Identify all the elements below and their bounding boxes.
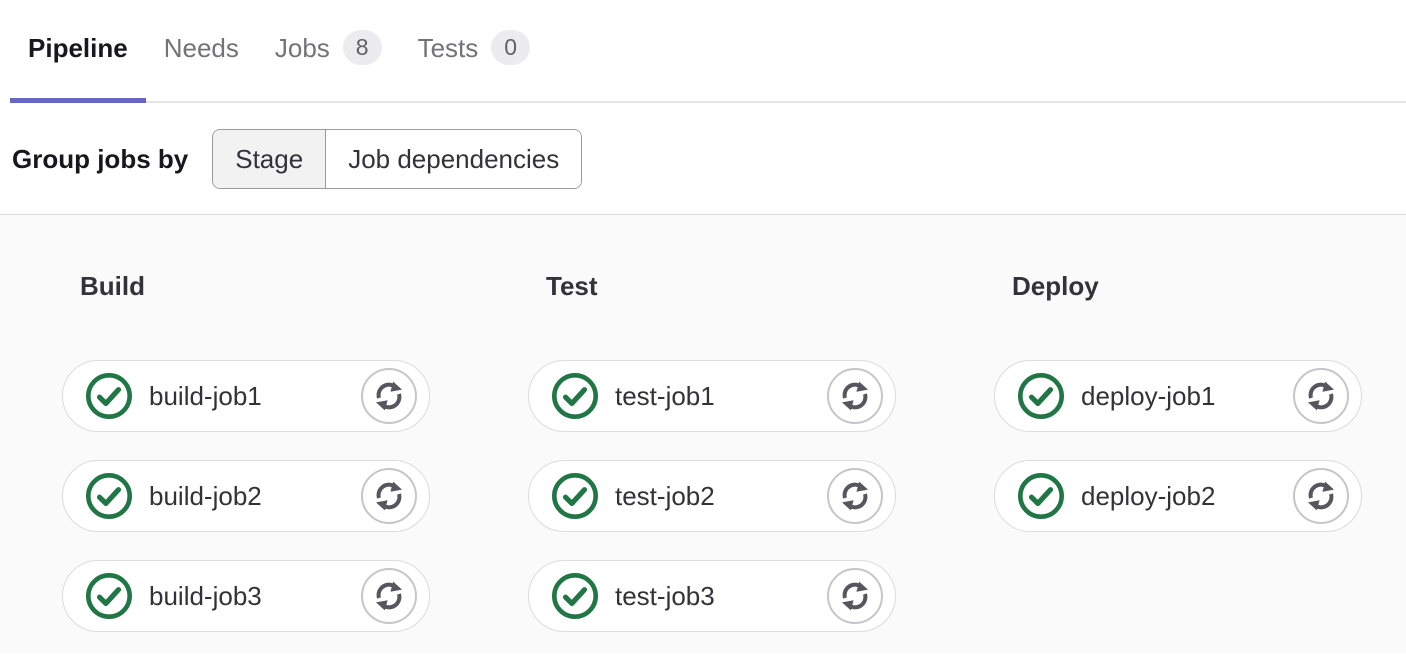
segment-stage[interactable]: Stage [213, 130, 326, 188]
job-name: build-job1 [149, 380, 262, 411]
retry-icon [373, 380, 405, 412]
status-success-icon [86, 373, 132, 419]
retry-job-button[interactable] [361, 468, 417, 524]
status-success-icon [1018, 473, 1064, 519]
retry-job-button[interactable] [1293, 468, 1349, 524]
stage-title-build: Build [80, 271, 145, 301]
retry-icon [373, 480, 405, 512]
job-name: build-job2 [149, 480, 262, 511]
job-name: deploy-job1 [1081, 380, 1216, 411]
job-name: build-job3 [149, 580, 262, 611]
status-success-icon [86, 473, 132, 519]
retry-icon [1305, 480, 1337, 512]
jobs-count-badge: 8 [342, 30, 382, 65]
status-success-icon [1018, 373, 1064, 419]
stage-column-deploy: Deploy deploy-job1 deploy-job2 [994, 271, 1362, 560]
group-jobs-by-row: Group jobs by Stage Job dependencies [12, 129, 1406, 189]
retry-icon [839, 580, 871, 612]
job-name: deploy-job2 [1081, 480, 1216, 511]
group-jobs-by-segmented-control: Stage Job dependencies [212, 129, 583, 189]
stage-title-test: Test [546, 271, 598, 301]
retry-job-button[interactable] [827, 568, 883, 624]
tab-needs-label: Needs [163, 32, 239, 63]
retry-icon [1305, 380, 1337, 412]
job-pill-test-job3[interactable]: test-job3 [528, 560, 896, 632]
retry-job-button[interactable] [827, 468, 883, 524]
tab-tests-label: Tests [417, 32, 479, 63]
retry-job-button[interactable] [827, 368, 883, 424]
tab-needs[interactable]: Needs [146, 0, 257, 101]
pipeline-graph: Build build-job1 build-job2 build-job3 T… [0, 214, 1406, 653]
segment-job-dependencies[interactable]: Job dependencies [325, 130, 582, 188]
stage-column-test: Test test-job1 test-job2 test-job3 [528, 271, 896, 660]
tests-count-badge: 0 [491, 30, 531, 65]
status-success-icon [552, 573, 598, 619]
job-pill-build-job2[interactable]: build-job2 [62, 460, 430, 532]
status-success-icon [552, 473, 598, 519]
job-pill-deploy-job1[interactable]: deploy-job1 [994, 360, 1362, 432]
retry-job-button[interactable] [1293, 368, 1349, 424]
status-success-icon [86, 573, 132, 619]
job-pill-build-job1[interactable]: build-job1 [62, 360, 430, 432]
tab-pipeline-label: Pipeline [28, 32, 128, 63]
tab-pipeline[interactable]: Pipeline [10, 0, 146, 103]
stage-title-deploy: Deploy [1012, 271, 1099, 301]
pipeline-tab-bar: Pipeline Needs Jobs 8 Tests 0 [10, 0, 1406, 103]
retry-job-button[interactable] [361, 368, 417, 424]
job-name: test-job2 [615, 480, 715, 511]
job-name: test-job1 [615, 380, 715, 411]
tab-jobs[interactable]: Jobs 8 [257, 0, 400, 101]
status-success-icon [552, 373, 598, 419]
retry-icon [373, 580, 405, 612]
job-pill-build-job3[interactable]: build-job3 [62, 560, 430, 632]
job-pill-test-job2[interactable]: test-job2 [528, 460, 896, 532]
group-jobs-by-label: Group jobs by [12, 143, 189, 174]
retry-icon [839, 480, 871, 512]
retry-icon [839, 380, 871, 412]
stage-column-build: Build build-job1 build-job2 build-job3 [62, 271, 430, 660]
job-name: test-job3 [615, 580, 715, 611]
tab-tests[interactable]: Tests 0 [400, 0, 548, 101]
tab-jobs-label: Jobs [274, 32, 330, 63]
job-pill-test-job1[interactable]: test-job1 [528, 360, 896, 432]
retry-job-button[interactable] [361, 568, 417, 624]
job-pill-deploy-job2[interactable]: deploy-job2 [994, 460, 1362, 532]
